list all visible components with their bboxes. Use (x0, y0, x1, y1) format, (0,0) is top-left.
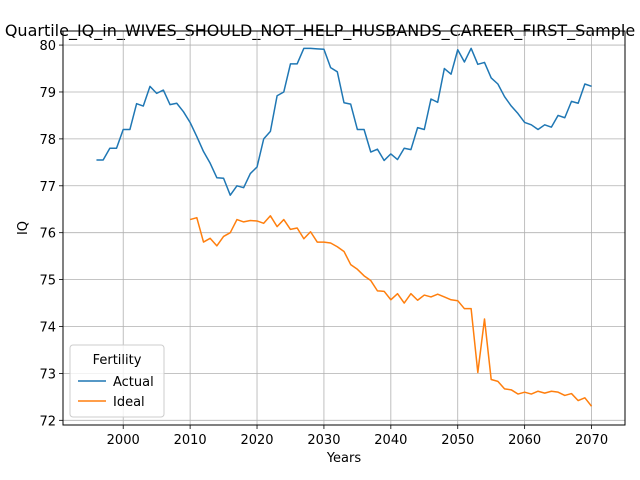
legend: Fertility Actual Ideal (69, 344, 165, 418)
legend-label-actual: Actual (113, 375, 154, 390)
x-tick-label: 2070 (575, 433, 608, 448)
x-tick-label: 2010 (174, 433, 207, 448)
y-tick-label: 79 (39, 86, 56, 101)
x-tick-label: 2060 (508, 433, 541, 448)
y-tick-label: 75 (39, 274, 56, 289)
x-tick-label: 2040 (374, 433, 407, 448)
plot-frame (62, 30, 626, 426)
y-axis-label: IQ (16, 221, 31, 235)
y-tick-label: 74 (39, 321, 56, 336)
x-tick-label: 2000 (107, 433, 140, 448)
y-tick-label: 78 (39, 133, 56, 148)
legend-title: Fertility (93, 353, 142, 368)
y-tick-label: 72 (39, 414, 56, 429)
x-tick-label: 2020 (240, 433, 273, 448)
legend-label-ideal: Ideal (113, 395, 145, 410)
legend-box (69, 344, 165, 418)
series-line-ideal (189, 215, 593, 407)
series-lines (96, 47, 593, 407)
x-axis-ticks: 2000 2010 2020 2030 2040 2050 2060 2070 (107, 425, 608, 448)
series-line-actual (96, 47, 592, 196)
y-axis-ticks: 72 73 74 75 76 77 78 79 80 (39, 39, 63, 429)
x-tick-label: 2050 (441, 433, 474, 448)
y-tick-label: 80 (39, 39, 56, 54)
x-tick-label: 2030 (307, 433, 340, 448)
grid (63, 31, 625, 425)
y-tick-label: 76 (39, 227, 56, 242)
x-axis-label: Years (326, 451, 362, 466)
y-tick-label: 73 (39, 367, 56, 382)
y-tick-label: 77 (39, 180, 56, 195)
